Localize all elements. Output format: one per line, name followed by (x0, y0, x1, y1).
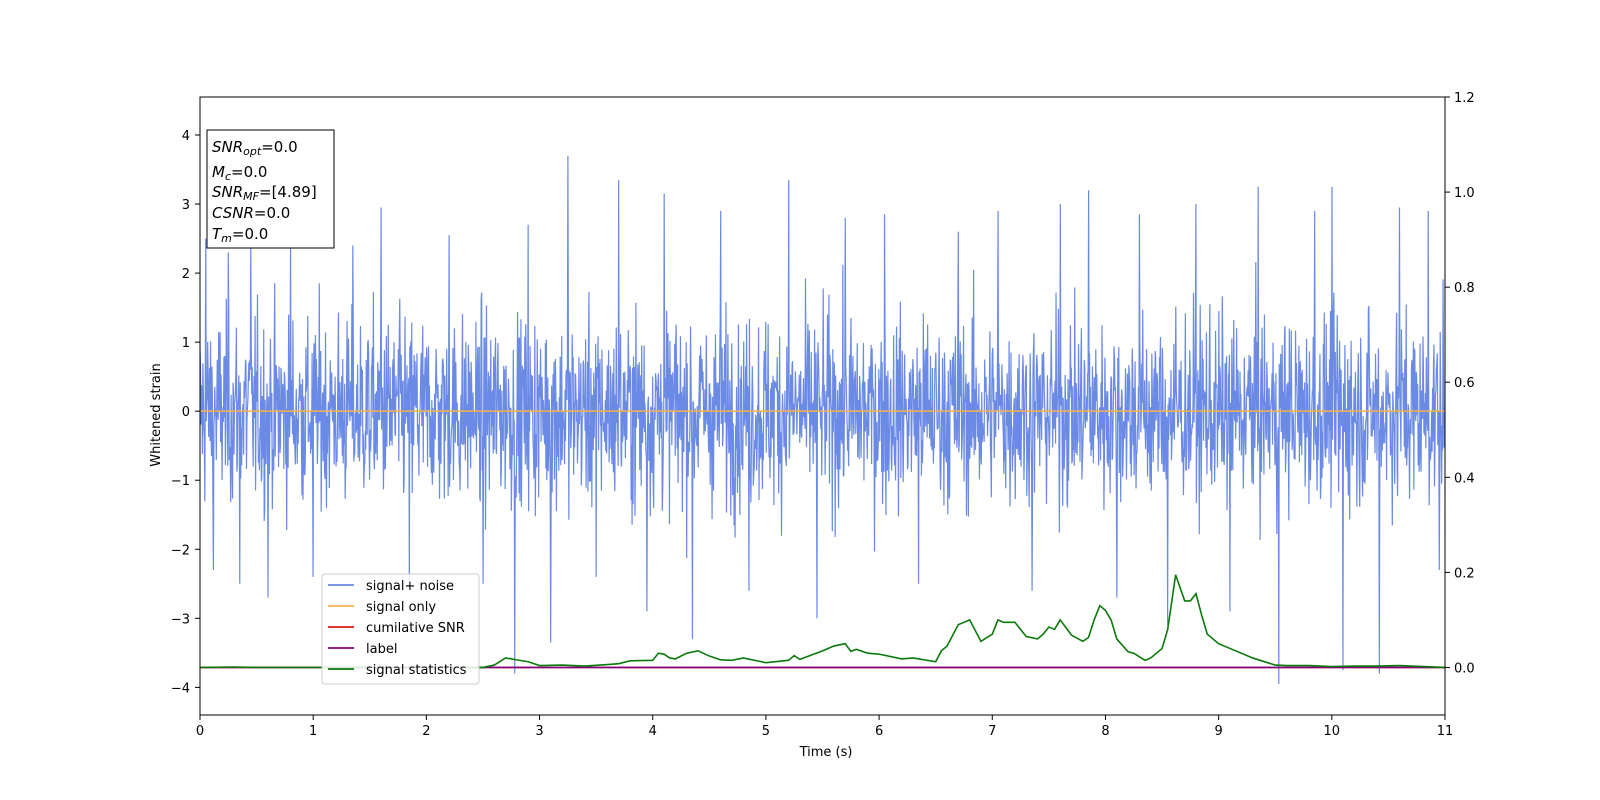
annotation-frame (206, 129, 335, 249)
x-tick-label: 6 (875, 724, 883, 739)
y2-tick-label: 0.2 (1454, 566, 1475, 581)
x-tick-label: 5 (762, 724, 770, 739)
legend: signal+ noise signal only cumilative SNR la… (321, 573, 480, 685)
legend-entry-label: label (366, 642, 397, 657)
y-tick-label: 0 (182, 405, 190, 420)
x-tick-label: 11 (1437, 724, 1454, 739)
y-tick-label: 4 (182, 129, 190, 144)
annotation-line: Mc=0.0 (212, 163, 267, 183)
legend-frame (321, 573, 480, 685)
y2-tick-label: 0.6 (1454, 376, 1475, 391)
y2-tick-label: 0.4 (1454, 471, 1475, 486)
plot-frame (199, 96, 1446, 716)
series-line-signal-noise (200, 155, 1445, 684)
annotation-line: CSNR=0.0 (212, 204, 290, 222)
legend-entry-signal-statistics: signal statistics (366, 663, 467, 678)
annotation-line: SNRMF=[4.89] (212, 183, 317, 203)
x-tick-label: 3 (535, 724, 543, 739)
x-tick-label: 10 (1324, 724, 1341, 739)
y-tick-label: −4 (171, 681, 190, 696)
y-tick-label: 2 (182, 267, 190, 282)
axes: 0 1 2 3 4 5 6 7 8 9 10 11 −4 −3 −2 −1 0 1 2 3 4 0.0 0.2 0.4 0.6 0… (171, 91, 1475, 739)
x-tick-label: 1 (309, 724, 317, 739)
legend-entry-signal-only: signal only (366, 600, 436, 615)
x-tick-label: 9 (1214, 724, 1222, 739)
x-tick-label: 7 (988, 724, 996, 739)
y-tick-label: −2 (171, 543, 190, 558)
y2-tick-label: 1.2 (1454, 91, 1475, 106)
x-tick-label: 8 (1101, 724, 1109, 739)
x-axis-label: Time (s) (799, 745, 853, 760)
y-tick-label: 1 (182, 336, 190, 351)
legend-entry-signal-noise: signal+ noise (366, 579, 454, 594)
legend-entry-cumulative-snr: cumilative SNR (366, 621, 465, 636)
annotation-line: Tm=0.0 (212, 225, 268, 245)
x-tick-label: 2 (422, 724, 430, 739)
y2-tick-label: 0.0 (1454, 661, 1475, 676)
y-tick-label: −1 (171, 474, 190, 489)
annotation-line: SNRopt=0.0 (212, 138, 298, 158)
series-line-signal-statistics (199, 574, 1446, 669)
y-tick-label: 3 (182, 198, 190, 213)
x-tick-label: 0 (196, 724, 204, 739)
y2-tick-label: 1.0 (1454, 186, 1475, 201)
y-tick-label: −3 (171, 612, 190, 627)
y-axis-label: Whitened strain (149, 363, 164, 466)
y2-tick-label: 0.8 (1454, 281, 1475, 296)
x-tick-label: 4 (649, 724, 657, 739)
